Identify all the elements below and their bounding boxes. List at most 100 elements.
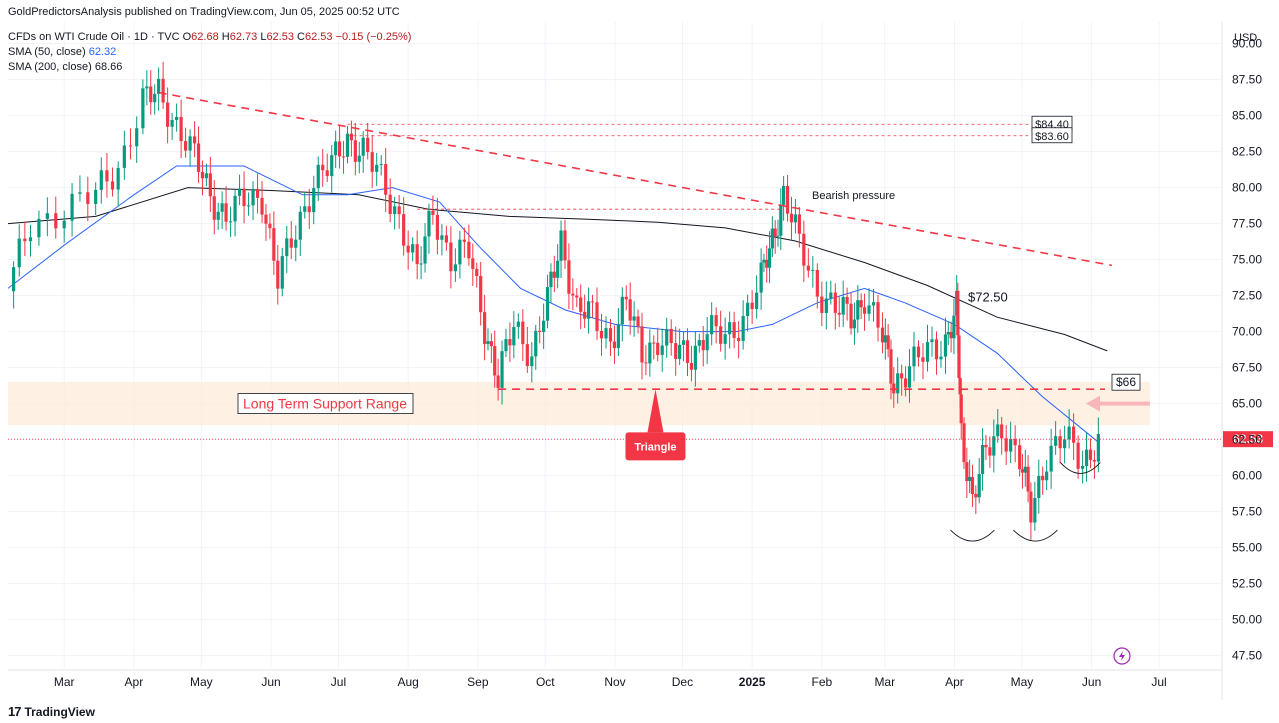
candle-body (701, 340, 705, 351)
change-value: −0.15 (−0.25%) (335, 31, 412, 43)
candle-body (552, 271, 556, 278)
candle-body (719, 326, 723, 344)
candle-body (1000, 424, 1004, 439)
candle-body (153, 93, 157, 103)
candle-body (200, 171, 205, 179)
candle-body (789, 213, 794, 223)
bottom-arc (1060, 462, 1101, 474)
candle-body (563, 230, 567, 261)
candle-body (980, 444, 985, 475)
candle-body (512, 326, 516, 346)
candle-body (549, 271, 553, 288)
y-tick-label: 55.00 (1232, 541, 1262, 555)
candle-body (188, 136, 192, 151)
candle-body (665, 329, 669, 346)
candle-body (952, 315, 956, 339)
candle-body (325, 170, 329, 177)
candle-body (496, 375, 500, 388)
candle-body (767, 248, 772, 268)
bearish-pressure-label: Bearish pressure (812, 190, 895, 202)
x-tick-label: May (1011, 675, 1034, 689)
candle-body (710, 315, 714, 335)
candle-body (693, 345, 697, 370)
time-axis[interactable]: Mar Apr May Jun Jul Aug Sep Oct Nov Dec 2025 Feb Mar… (54, 675, 1167, 689)
high-value: 62.73 (229, 31, 258, 43)
candle-body (542, 320, 546, 332)
candle-body (415, 244, 419, 265)
candle-body (260, 197, 264, 215)
y-tick-label: 72.50 (1232, 289, 1262, 303)
candle-body (440, 235, 444, 240)
candle-body (644, 362, 648, 364)
candle-body (685, 340, 690, 363)
candle-body (714, 315, 718, 327)
sma50-line (7, 165, 1099, 443)
sma200-legend[interactable]: SMA (200, close) 68.66 (8, 61, 122, 73)
symbol-legend: CFDs on WTI Crude Oil · 1D · TVC O62.68 … (8, 31, 411, 43)
candle-body (489, 341, 493, 347)
candle-body (397, 206, 401, 215)
x-tick-label: Apr (125, 675, 144, 689)
candle-body (773, 228, 777, 237)
candle-body (361, 137, 365, 156)
candle-body (435, 214, 439, 240)
close-label: C (297, 31, 305, 43)
candle-body (559, 230, 563, 261)
sma50-legend[interactable]: SMA (50, close) 62.32 (8, 46, 116, 58)
candle-body (968, 476, 972, 482)
candle-body (946, 332, 950, 335)
candle-body (321, 164, 325, 171)
candle-body (483, 312, 487, 344)
resistance-label: $83.60 (1035, 131, 1069, 143)
y-tick-label: 77.50 (1232, 217, 1262, 231)
price-axis[interactable]: 90.00 87.50 85.00 82.50 80.00 77.50 75.00 72.50… (1232, 37, 1262, 663)
candle-body (741, 316, 745, 341)
candle-body (228, 221, 233, 223)
current-price-value: 62.53 (1233, 432, 1263, 446)
candle-body (379, 164, 383, 166)
candle-body (802, 233, 806, 266)
candle-body (1033, 498, 1037, 523)
candle-body (776, 235, 780, 237)
candle-body (179, 116, 183, 142)
candle-body (493, 346, 497, 376)
candle-body (17, 238, 21, 268)
candle-body (393, 206, 397, 214)
x-tick-label: Mar (874, 675, 895, 689)
x-tick-label: Jun (261, 675, 280, 689)
candle-body (444, 235, 448, 243)
candle-body (86, 192, 90, 204)
candle-body (366, 137, 370, 153)
candle-body (1029, 491, 1033, 523)
y-tick-label: 87.50 (1232, 73, 1262, 87)
candle-body (608, 328, 613, 342)
candle-body (793, 214, 798, 223)
y-tick-label: 75.00 (1232, 253, 1262, 267)
candle-body (449, 242, 453, 272)
y-tick-label: 82.50 (1232, 145, 1262, 159)
candle-body (1088, 449, 1093, 460)
candle-body (770, 228, 774, 249)
low-label: L (260, 31, 267, 43)
candle-body (388, 194, 392, 214)
candle-body (859, 300, 863, 308)
candle-body (402, 214, 406, 246)
candle-body (1004, 438, 1008, 452)
candle-body (930, 339, 934, 343)
candle-body (204, 173, 208, 179)
candle-body (285, 238, 289, 257)
x-tick-label: Mar (54, 675, 75, 689)
low-value: 62.53 (266, 31, 294, 43)
candle-body (78, 192, 82, 194)
downtrend-line (158, 91, 1112, 267)
candle-body (545, 287, 550, 321)
tradingview-brand[interactable]: 17 TradingView (8, 704, 95, 719)
candle-body (135, 128, 139, 147)
candle-body (375, 164, 379, 172)
candle-body (732, 322, 736, 338)
candle-body (903, 378, 908, 388)
candle-body (251, 188, 255, 206)
candle-body (224, 203, 228, 222)
candle-body (575, 295, 579, 298)
